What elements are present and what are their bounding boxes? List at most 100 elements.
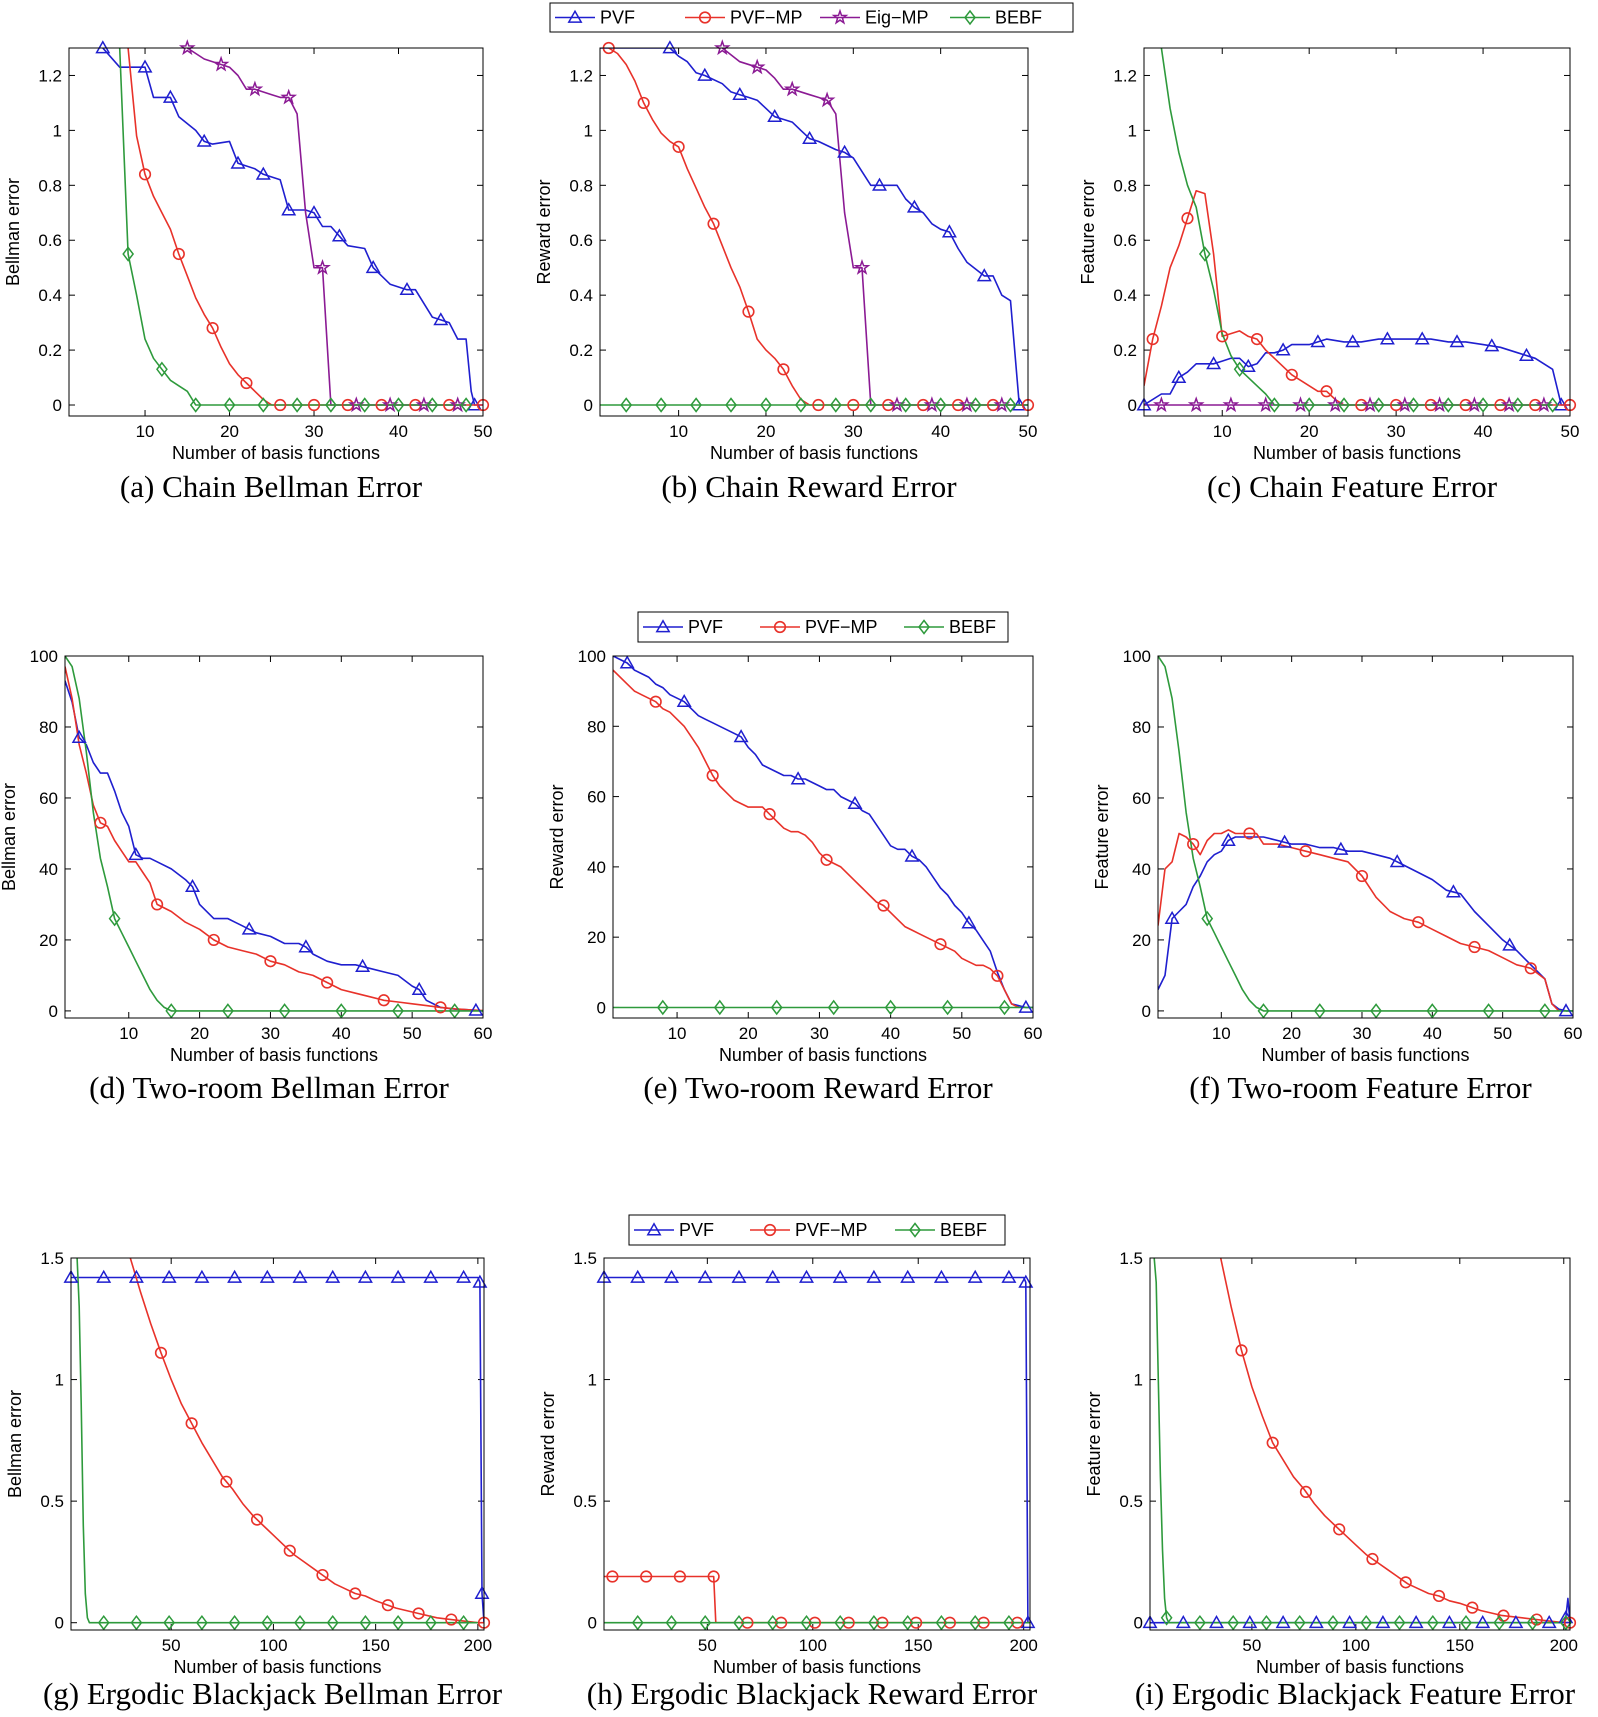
data-point-bebf	[1201, 910, 1214, 927]
series-line-pvf	[600, 48, 1028, 406]
x-tick-label: 20	[220, 422, 239, 441]
data-point-pvf	[767, 108, 783, 123]
data-point-pvfmp	[381, 1599, 395, 1612]
data-point-eigmp	[818, 91, 836, 108]
y-tick-label: 1.2	[38, 66, 62, 85]
chart-panel-7: 50 100 150 200 0 0.5 1 1.5 Number of basis funct…	[5, 1249, 503, 1711]
y-tick-label: 1	[1134, 1371, 1143, 1390]
series-line-pvfmp	[65, 666, 483, 1012]
marker-layer	[95, 39, 490, 413]
data-point-pvf	[1018, 999, 1034, 1013]
data-point-pvfmp	[842, 1616, 855, 1629]
chart-panel-6: 10 20 30 40 50 60 0 20 40 60 80 100 Number of basis …	[1092, 647, 1582, 1105]
series-layer	[1150, 1258, 1570, 1624]
data-point-pvf	[468, 1002, 484, 1016]
y-tick-label: 1	[53, 121, 62, 140]
y-tick-label: 0.8	[38, 176, 62, 195]
y-tick-label: 80	[39, 718, 58, 737]
y-tick-label: 0.4	[1113, 286, 1137, 305]
data-point-pvfmp	[1366, 1552, 1379, 1566]
y-axis-label: Reward error	[547, 784, 567, 889]
data-point-eigmp	[1153, 396, 1170, 413]
data-point-pvf	[161, 1269, 177, 1283]
data-point-pvf	[832, 1269, 848, 1283]
series-line-bebf	[118, 48, 467, 406]
data-point-bebf	[122, 246, 135, 262]
data-point-bebf	[325, 397, 337, 413]
data-point-pvf	[1484, 338, 1500, 352]
data-point-bebf	[1268, 397, 1281, 413]
data-point-bebf	[1257, 1003, 1270, 1019]
marker-layer	[71, 729, 484, 1019]
data-point-pvf	[456, 1269, 472, 1283]
y-tick-label: 1.5	[573, 1249, 597, 1268]
plot-frame	[612, 655, 1034, 1019]
x-tick-label: 100	[1342, 1636, 1370, 1655]
data-point-pvf	[298, 939, 314, 953]
data-point-pvfmp	[264, 955, 277, 968]
data-point-pvf	[306, 205, 322, 219]
data-point-pvf	[1018, 1274, 1034, 1288]
data-point-pvfmp	[1299, 845, 1312, 858]
chart-caption: (f) Two-room Feature Error	[1189, 1070, 1532, 1105]
series-layer	[600, 48, 1028, 406]
data-point-pvf	[1308, 1614, 1324, 1629]
data-point-pvfmp	[977, 1616, 990, 1629]
data-point-pvf	[185, 878, 200, 893]
legend-label-pvf: PVF	[600, 8, 635, 28]
chart-panel-3: 10 20 30 40 50 0 0.2 0.4 0.6 0.8 1 1.2 Number of bas…	[1078, 47, 1580, 504]
y-tick-label: 60	[39, 789, 58, 808]
data-point-pvfmp	[283, 1544, 296, 1557]
data-point-pvfmp	[1399, 1576, 1412, 1589]
x-tick-label: 50	[1019, 422, 1038, 441]
data-point-bebf	[278, 1003, 291, 1019]
y-tick-label: 60	[587, 788, 606, 807]
y-tick-label: 0.2	[1113, 341, 1137, 360]
data-point-bebf	[163, 1614, 176, 1631]
data-point-pvf	[1342, 1614, 1358, 1629]
data-point-pvf	[1277, 834, 1293, 848]
data-point-pvf	[1408, 1614, 1424, 1629]
data-point-pvf	[1379, 331, 1395, 345]
data-point-pvf	[399, 281, 415, 296]
y-tick-label: 20	[1132, 931, 1151, 950]
data-point-bebf	[884, 999, 897, 1016]
data-point-pvf	[906, 199, 922, 213]
data-point-bebf	[969, 397, 982, 413]
data-point-eigmp	[713, 39, 731, 56]
data-point-pvfmp	[1524, 962, 1537, 975]
x-tick-label: 10	[1212, 1024, 1231, 1043]
data-point-pvf	[128, 1269, 144, 1283]
x-tick-label: 50	[1561, 422, 1580, 441]
y-tick-label: 20	[587, 928, 606, 947]
x-tick-label: 50	[474, 422, 493, 441]
data-point-bebf	[699, 1614, 712, 1631]
y-tick-label: 40	[1132, 860, 1151, 879]
data-point-pvfmp	[1250, 333, 1264, 346]
series-line-pvfmp	[1144, 190, 1570, 406]
series-line-eigmp	[721, 48, 1011, 406]
data-point-bebf	[1160, 1610, 1173, 1626]
chart-panel-2: 10 20 30 40 50 0 0.2 0.4 0.6 0.8 1 1.2 Number of bas…	[534, 39, 1038, 504]
y-tick-label: 0.4	[38, 286, 62, 305]
data-point-pvf	[1389, 854, 1405, 868]
data-point-pvfmp	[812, 398, 825, 412]
data-point-bebf	[1460, 1614, 1472, 1631]
data-point-bebf	[620, 397, 633, 413]
data-point-pvfmp	[207, 933, 220, 947]
data-point-pvf	[96, 1269, 112, 1283]
x-axis-label: Number of basis functions	[173, 1657, 381, 1677]
data-point-pvfmp	[412, 1607, 425, 1620]
x-tick-label: 200	[1009, 1636, 1037, 1655]
data-point-bebf	[1559, 1614, 1572, 1631]
data-point-bebf	[864, 397, 877, 413]
data-point-pvfmp	[206, 322, 219, 335]
data-point-bebf	[868, 1614, 880, 1631]
data-point-pvf	[365, 259, 381, 274]
data-point-pvfmp	[321, 976, 334, 989]
data-point-bebf	[794, 397, 807, 413]
legend-label-pvfmp: PVF−MP	[805, 617, 878, 637]
data-point-eigmp	[853, 258, 871, 275]
series-line-pvf	[65, 680, 483, 1012]
y-tick-label: 0.6	[569, 231, 593, 250]
